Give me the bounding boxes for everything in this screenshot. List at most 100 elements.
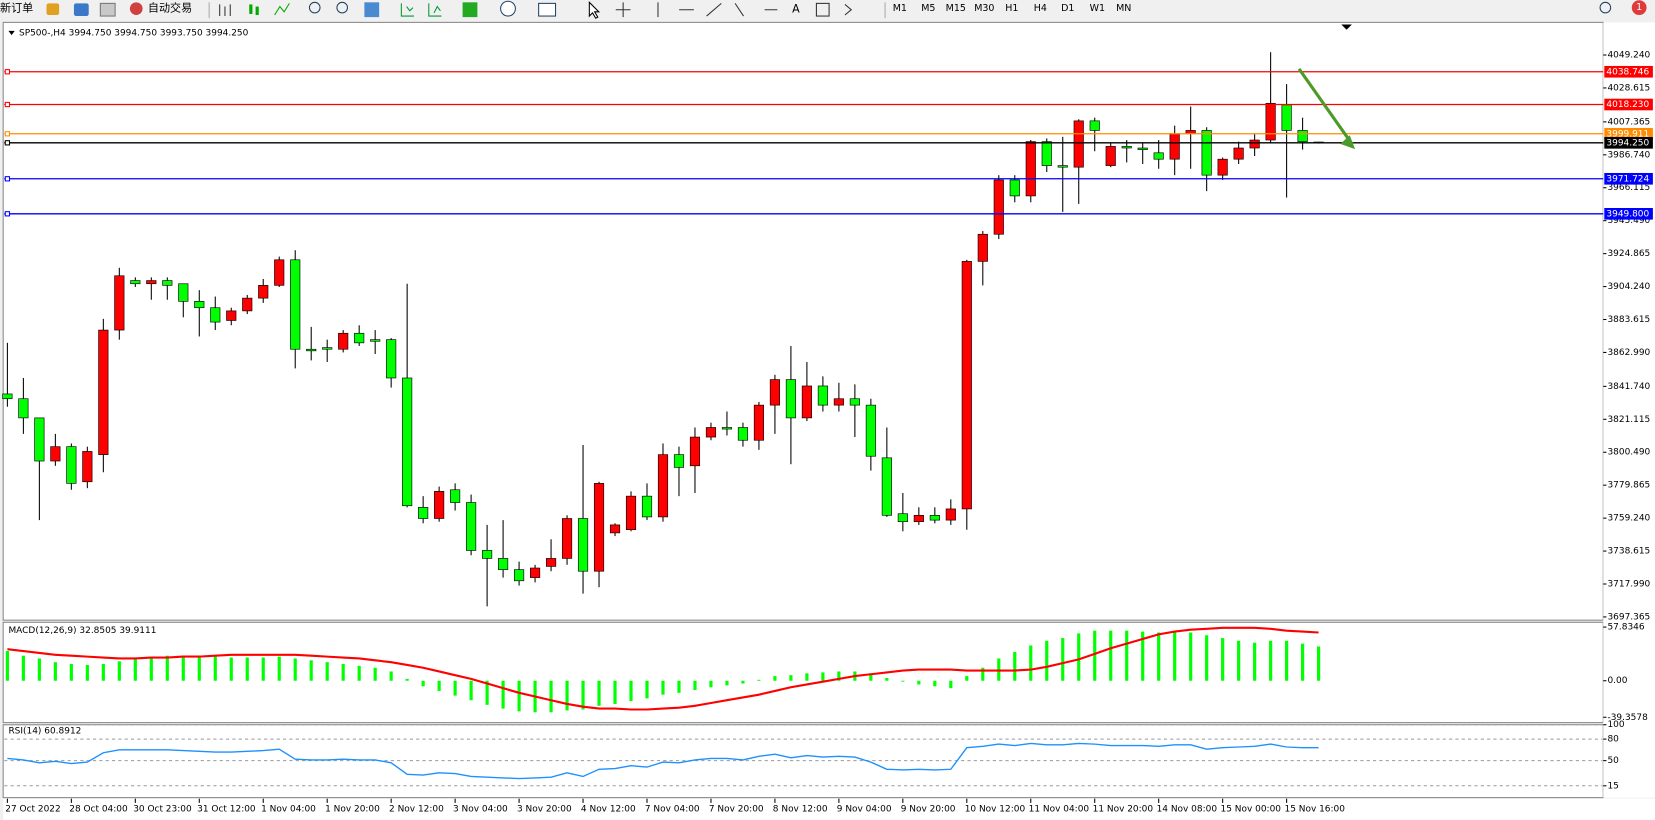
trend-arrow xyxy=(1297,67,1354,145)
cursor-tool[interactable] xyxy=(588,1,601,19)
candle-body xyxy=(1121,146,1132,149)
y-tick-label: 100 xyxy=(1607,720,1624,730)
macd-bar xyxy=(181,655,185,681)
icon[interactable] xyxy=(73,3,89,17)
x-tick-label: 8 Nov 12:00 xyxy=(773,805,828,815)
auto-trading-button[interactable]: 自动交易 xyxy=(148,1,192,15)
candle-body xyxy=(657,454,669,518)
draw-tools[interactable] xyxy=(615,2,778,18)
x-tick-label: 14 Nov 08:00 xyxy=(1157,805,1218,815)
candle-body xyxy=(82,451,93,483)
macd-bar xyxy=(1045,640,1049,681)
macd-bar xyxy=(37,658,41,681)
icon[interactable] xyxy=(336,1,349,14)
timeframe-button[interactable]: M5 xyxy=(921,3,935,14)
x-tick-label: 30 Oct 23:00 xyxy=(133,805,192,815)
candle-body xyxy=(1249,139,1260,149)
new-order-button[interactable]: 新订单 xyxy=(0,1,33,15)
icon[interactable] xyxy=(815,2,830,17)
candle-body xyxy=(1281,104,1292,131)
icon[interactable] xyxy=(99,2,116,17)
timeframe-button[interactable]: M1 xyxy=(893,3,907,14)
icon[interactable] xyxy=(249,4,253,14)
symbol-menu-icon[interactable] xyxy=(8,30,15,36)
icon[interactable] xyxy=(538,2,557,17)
icon[interactable] xyxy=(844,4,853,16)
candle-body xyxy=(274,259,285,286)
candle-body xyxy=(1073,120,1084,168)
candle-body xyxy=(418,507,429,519)
macd-bar xyxy=(117,661,121,681)
candle-body xyxy=(945,508,956,521)
timeframe-button[interactable]: D1 xyxy=(1061,3,1074,14)
icon[interactable] xyxy=(46,3,60,15)
candle-body xyxy=(1089,120,1100,131)
x-tick-label: 11 Nov 04:00 xyxy=(1029,805,1090,815)
level-handle xyxy=(4,69,11,75)
icon[interactable] xyxy=(274,3,290,16)
text-tool-icon[interactable]: A xyxy=(792,3,800,16)
icon[interactable] xyxy=(308,1,321,14)
toolbar-bg xyxy=(0,0,1655,21)
icon[interactable] xyxy=(255,6,259,15)
macd-bar xyxy=(1077,633,1081,681)
candle-body xyxy=(689,436,701,467)
x-tick-label: 11 Nov 20:00 xyxy=(1093,805,1154,815)
x-tick-label: 2 Nov 12:00 xyxy=(389,805,444,815)
timeframe-button[interactable]: M30 xyxy=(974,3,994,14)
timeframe-button[interactable]: H1 xyxy=(1005,3,1018,14)
level-label-bg xyxy=(1604,98,1653,111)
macd-bar xyxy=(1173,632,1177,681)
notification-badge[interactable] xyxy=(1631,0,1647,15)
x-tick-label: 1 Nov 04:00 xyxy=(261,805,316,815)
icon[interactable] xyxy=(129,2,143,15)
search-icon[interactable] xyxy=(1599,1,1612,14)
macd-bar xyxy=(805,673,809,681)
timeframe-button[interactable]: MN xyxy=(1116,3,1131,14)
macd-bar xyxy=(1237,640,1241,681)
candle-body xyxy=(34,417,45,462)
icon[interactable] xyxy=(219,4,231,17)
candle-body xyxy=(625,495,637,531)
macd-bar xyxy=(69,664,73,681)
signal-line xyxy=(7,626,1319,711)
x-tick-label: 7 Nov 20:00 xyxy=(709,805,764,815)
icon[interactable] xyxy=(500,0,516,17)
icon[interactable] xyxy=(400,3,415,17)
icon[interactable] xyxy=(462,2,478,18)
macd-bar xyxy=(1061,638,1065,681)
timeframe-button[interactable]: H4 xyxy=(1034,3,1047,14)
macd-bar xyxy=(757,679,761,681)
candle-body xyxy=(226,310,237,321)
y-tick-label: -39.3578 xyxy=(1607,713,1648,723)
macd-bar xyxy=(1093,630,1097,681)
candle-body xyxy=(1297,130,1308,142)
y-tick-label: 57.8346 xyxy=(1607,623,1644,633)
timeframe-button[interactable]: M15 xyxy=(946,3,966,14)
macd-bar xyxy=(597,680,601,706)
candle-body xyxy=(162,280,173,286)
macd-bar xyxy=(1157,632,1161,681)
x-tick-label: 10 Nov 12:00 xyxy=(965,805,1026,815)
y-tick-label: 0.00 xyxy=(1607,676,1627,686)
candle-body xyxy=(402,377,413,507)
macd-bar xyxy=(693,680,697,691)
candle-body xyxy=(1041,141,1052,166)
level-label-bg xyxy=(1604,127,1653,140)
macd-bar xyxy=(1109,630,1113,681)
candle-body xyxy=(482,550,493,559)
macd-bar xyxy=(677,680,681,693)
icon[interactable] xyxy=(428,3,442,17)
candle-body xyxy=(785,379,796,419)
macd-bar xyxy=(341,664,345,681)
icon[interactable] xyxy=(364,2,380,18)
timeframe-button[interactable]: W1 xyxy=(1090,3,1105,14)
level-label: 3971.724 xyxy=(1606,174,1649,184)
level-label-bg xyxy=(1604,172,1653,185)
macd-bar xyxy=(389,671,393,681)
candle-body xyxy=(673,454,685,468)
candle-body xyxy=(833,398,844,406)
macd-bar xyxy=(645,680,649,699)
level-label-bg xyxy=(1604,207,1653,220)
